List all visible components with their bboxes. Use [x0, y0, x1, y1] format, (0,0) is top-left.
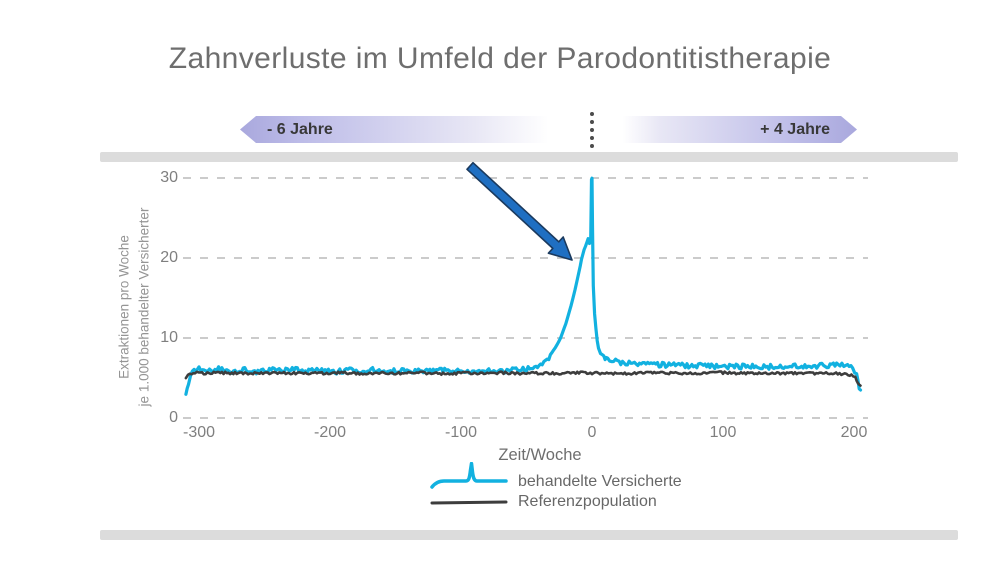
gridlines	[183, 177, 868, 419]
x-tick-100: 100	[709, 424, 737, 441]
y-tick-30: 30	[160, 169, 178, 186]
x-tick-200: 200	[840, 424, 868, 441]
top-frame-bar	[100, 152, 958, 162]
legend-label-treated: behandelte Versicherte	[518, 473, 682, 490]
legend-item-reference: Referenzpopulation	[430, 492, 682, 512]
legend: behandelte Versicherte Referenzpopulatio…	[430, 462, 682, 512]
timeline-right-label: + 4 Jahre	[760, 121, 830, 138]
timeline-left-label: - 6 Jahre	[267, 121, 333, 138]
annotation-arrow-icon	[466, 161, 573, 261]
x-axis-title: Zeit/Woche	[498, 446, 582, 464]
x-tick-neg200: -200	[313, 424, 347, 441]
series-line-reference	[184, 370, 862, 387]
timeline-center-dotted-divider	[590, 112, 594, 148]
reference-line-icon	[430, 500, 508, 505]
x-tick-neg100: -100	[444, 424, 478, 441]
x-tick-0: 0	[587, 424, 597, 441]
y-tick-0: 0	[169, 409, 178, 426]
series-line-treated	[184, 176, 863, 396]
legend-item-treated: behandelte Versicherte	[430, 462, 682, 492]
legend-label-reference: Referenzpopulation	[518, 493, 657, 510]
data-series-lines	[184, 176, 863, 396]
bottom-frame-bar	[100, 530, 958, 540]
treated-line-spike-icon	[430, 462, 508, 489]
page-title: Zahnverluste im Umfeld der Parodontitist…	[168, 42, 832, 75]
timeline-ribbon: - 6 Jahre + 4 Jahre	[240, 116, 857, 143]
x-tick-neg300: -300	[182, 424, 216, 441]
y-tick-20: 20	[160, 249, 178, 266]
y-tick-10: 10	[160, 329, 178, 346]
